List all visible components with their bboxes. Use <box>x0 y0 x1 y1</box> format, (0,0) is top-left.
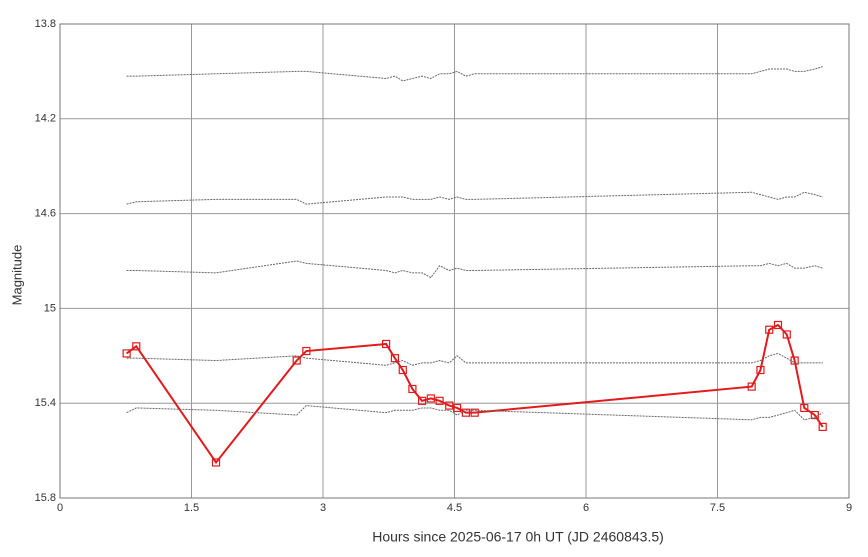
y-tick-label: 14.2 <box>35 113 56 125</box>
data-point <box>211 458 221 467</box>
data-point <box>122 349 131 358</box>
comparison-line <box>126 405 823 421</box>
data-point <box>390 354 399 363</box>
data-point <box>426 394 435 403</box>
data-point <box>818 422 827 431</box>
data-point <box>470 408 479 417</box>
y-tick-label: 15.8 <box>35 492 56 504</box>
data-point <box>398 365 407 375</box>
data-point <box>773 320 783 330</box>
x-axis-label: Hours since 2025-06-17 0h UT (JD 2460843… <box>372 529 664 545</box>
data-point <box>435 396 444 405</box>
data-point <box>408 384 417 394</box>
data-point <box>800 403 809 413</box>
data-point <box>292 356 301 365</box>
data-point <box>747 382 756 391</box>
comparison-line <box>126 191 823 205</box>
x-tick-label: 1.5 <box>184 502 199 514</box>
x-tick-label: 3 <box>320 502 326 514</box>
data-point <box>765 325 774 334</box>
comparison-line <box>126 352 823 366</box>
y-tick-label: 15 <box>44 302 56 314</box>
data-point <box>382 339 391 349</box>
data-point <box>417 396 427 405</box>
comparison-line <box>126 260 823 279</box>
x-tick-label: 0 <box>57 502 63 514</box>
x-tick-label: 4.5 <box>447 502 462 514</box>
x-tick-label: 6 <box>583 502 589 514</box>
data-point <box>445 401 454 410</box>
data-point <box>302 346 311 356</box>
data-point <box>756 365 765 375</box>
data-point <box>782 330 791 339</box>
x-tick-label: 9 <box>846 502 852 514</box>
data-line <box>126 323 824 465</box>
x-tick-label: 7.5 <box>710 502 725 514</box>
comparison-line <box>126 66 823 82</box>
y-tick-label: 15.4 <box>35 397 56 409</box>
y-axis-label: Magnitude <box>9 245 24 306</box>
plot-border <box>59 23 850 499</box>
data-point <box>453 403 462 413</box>
y-tick-label: 13.8 <box>35 18 56 30</box>
data-point <box>132 342 141 351</box>
y-tick-label: 14.6 <box>35 208 56 220</box>
